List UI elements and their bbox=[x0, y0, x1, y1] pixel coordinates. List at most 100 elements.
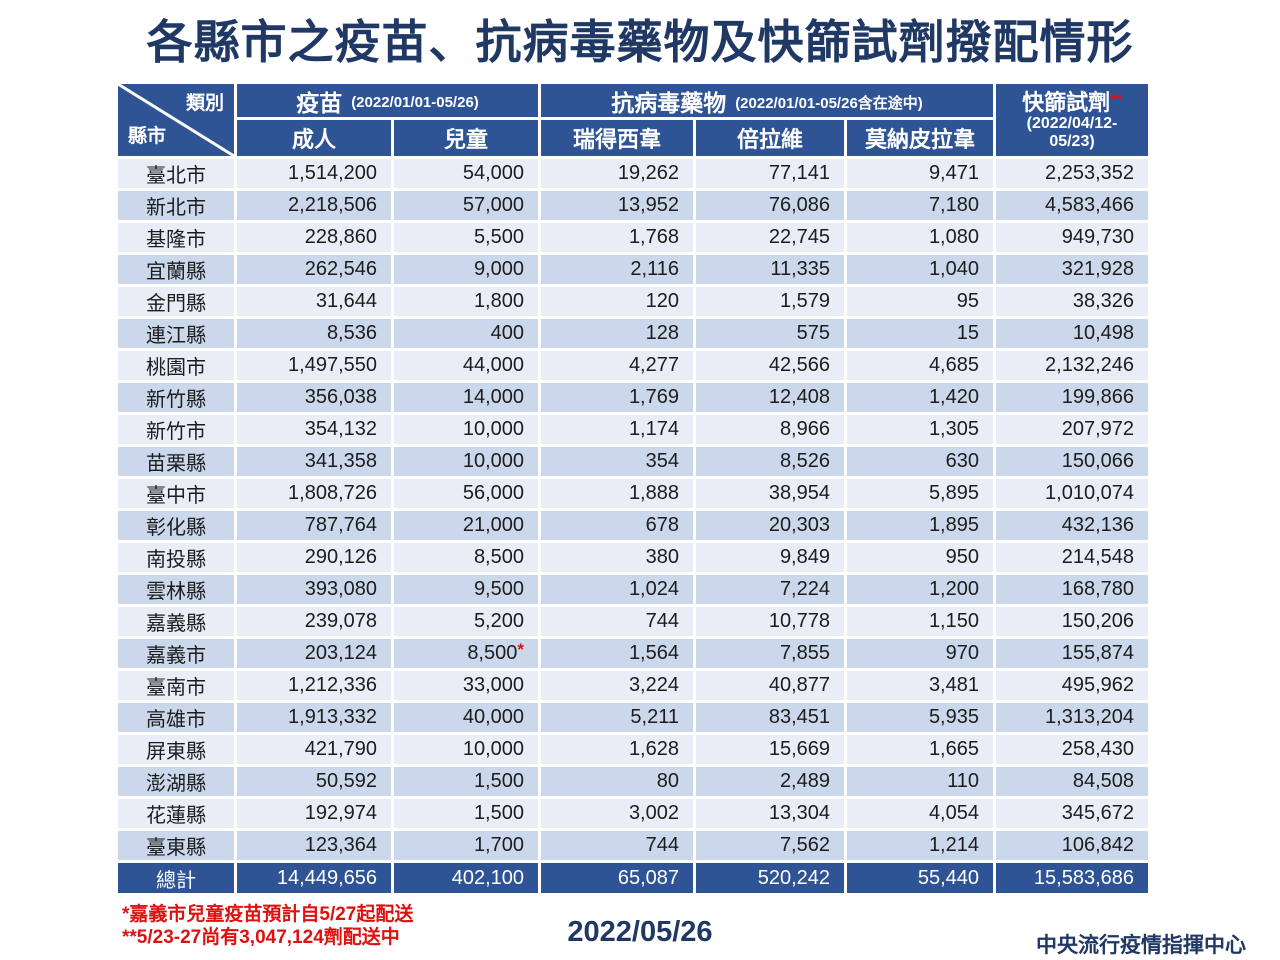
value-cell: 1,800 bbox=[394, 287, 538, 316]
value-text: 495,962 bbox=[1061, 674, 1134, 696]
value-cell: 106,842 bbox=[996, 831, 1148, 860]
value-cell: 192,974 bbox=[237, 799, 391, 828]
value-text: 5,211 bbox=[630, 706, 679, 728]
value-cell: 3,224 bbox=[541, 671, 693, 700]
value-text: 1,913,332 bbox=[288, 706, 377, 728]
value-text: 14,000 bbox=[462, 386, 524, 408]
value-text: 2,253,352 bbox=[1045, 162, 1134, 184]
value-cell: 2,116 bbox=[541, 255, 693, 284]
value-text: 262,546 bbox=[304, 258, 377, 280]
value-text: 22,745 bbox=[768, 226, 830, 248]
value-cell: 84,508 bbox=[996, 767, 1148, 796]
group-header-vaccine: 疫苗 (2022/01/01-05/26) bbox=[237, 84, 538, 117]
value-text: 1,579 bbox=[779, 290, 830, 312]
value-text: 15,669 bbox=[768, 738, 830, 760]
value-text: 744 bbox=[645, 610, 679, 632]
value-cell: 54,000 bbox=[394, 159, 538, 188]
value-text: 1,420 bbox=[928, 386, 979, 408]
value-cell: 228,860 bbox=[237, 223, 391, 252]
value-text: 10,000 bbox=[462, 450, 524, 472]
value-text: 31,644 bbox=[315, 290, 377, 312]
value-text: 8,536 bbox=[326, 322, 377, 344]
value-text: 10,000 bbox=[462, 738, 524, 760]
value-text: 1,514,200 bbox=[288, 162, 377, 184]
value-text: 56,000 bbox=[462, 482, 524, 504]
value-text: 15 bbox=[956, 322, 979, 344]
county-cell: 臺中市 bbox=[118, 479, 234, 508]
value-cell: 8,526 bbox=[696, 447, 844, 476]
value-text: 1,150 bbox=[928, 610, 979, 632]
value-cell: 1,913,332 bbox=[237, 703, 391, 732]
value-cell: 7,180 bbox=[847, 191, 993, 220]
value-cell: 1,313,204 bbox=[996, 703, 1148, 732]
county-cell: 雲林縣 bbox=[118, 575, 234, 604]
value-text: 1,500 bbox=[473, 770, 524, 792]
value-text: 1,500 bbox=[473, 802, 524, 824]
value-text: 4,583,466 bbox=[1045, 194, 1134, 216]
value-text: 20,303 bbox=[768, 514, 830, 536]
value-cell: 1,808,726 bbox=[237, 479, 391, 508]
value-text: 345,672 bbox=[1061, 802, 1134, 824]
value-text: 9,849 bbox=[779, 546, 830, 568]
value-cell: 11,335 bbox=[696, 255, 844, 284]
value-text: 1,313,204 bbox=[1045, 706, 1134, 728]
value-cell: 630 bbox=[847, 447, 993, 476]
value-text: 106,842 bbox=[1061, 834, 1134, 856]
value-cell: 2,132,246 bbox=[996, 351, 1148, 380]
total-value-cell: 520,242 bbox=[696, 863, 844, 893]
county-cell: 新竹縣 bbox=[118, 383, 234, 412]
value-cell: 83,451 bbox=[696, 703, 844, 732]
county-cell: 臺南市 bbox=[118, 671, 234, 700]
value-text: 33,000 bbox=[462, 674, 524, 696]
value-text: 3,224 bbox=[628, 674, 679, 696]
value-cell: 1,420 bbox=[847, 383, 993, 412]
group-header-antiviral-label: 抗病毒藥物 bbox=[611, 89, 727, 116]
value-cell: 380 bbox=[541, 543, 693, 572]
value-cell: 19,262 bbox=[541, 159, 693, 188]
value-text: 1,665 bbox=[928, 738, 979, 760]
value-cell: 1,564 bbox=[541, 639, 693, 668]
value-text: 76,086 bbox=[768, 194, 830, 216]
value-text: 83,451 bbox=[768, 706, 830, 728]
value-cell: 239,078 bbox=[237, 607, 391, 636]
corner-label-category: 類別 bbox=[185, 93, 224, 114]
footnotes: *嘉義市兒童疫苗預計自5/27起配送 **5/23-27尚有3,047,124劑… bbox=[122, 903, 413, 949]
value-text: 13,304 bbox=[768, 802, 830, 824]
value-cell: 949,730 bbox=[996, 223, 1148, 252]
header-rapid-test-period-line2: 05/23) bbox=[1049, 133, 1095, 151]
total-value-cell: 402,100 bbox=[394, 863, 538, 893]
value-cell: 1,895 bbox=[847, 511, 993, 540]
value-cell: 7,562 bbox=[696, 831, 844, 860]
subheader-remdesivir: 瑞得西韋 bbox=[541, 120, 693, 156]
value-text: 7,180 bbox=[928, 194, 979, 216]
value-cell: 400 bbox=[394, 319, 538, 348]
value-cell: 787,764 bbox=[237, 511, 391, 540]
header-rapid-test-period-line1: (2022/04/12- bbox=[1026, 115, 1118, 133]
value-text: 44,000 bbox=[462, 354, 524, 376]
value-text: 787,764 bbox=[304, 514, 377, 536]
corner-cell: 類別 縣市 bbox=[118, 84, 234, 156]
value-text: 970 bbox=[945, 642, 979, 664]
organization-name: 中央流行疫情指揮中心 bbox=[1036, 934, 1246, 957]
value-cell: 31,644 bbox=[237, 287, 391, 316]
subheader-molnupiravir: 莫納皮拉韋 bbox=[847, 120, 993, 156]
value-cell: 1,212,336 bbox=[237, 671, 391, 700]
county-cell: 嘉義縣 bbox=[118, 607, 234, 636]
value-text: 207,972 bbox=[1061, 418, 1134, 440]
value-text: 4,277 bbox=[628, 354, 679, 376]
value-text: 1,212,336 bbox=[288, 674, 377, 696]
value-text: 54,000 bbox=[462, 162, 524, 184]
value-text: 168,780 bbox=[1061, 578, 1134, 600]
value-cell: 1,200 bbox=[847, 575, 993, 604]
value-text: 203,124 bbox=[304, 642, 377, 664]
value-cell: 214,548 bbox=[996, 543, 1148, 572]
value-text: 1,564 bbox=[628, 642, 679, 664]
value-text: 1,700 bbox=[473, 834, 524, 856]
county-cell: 苗栗縣 bbox=[118, 447, 234, 476]
value-cell: 150,206 bbox=[996, 607, 1148, 636]
total-value-cell: 55,440 bbox=[847, 863, 993, 893]
value-text: 354 bbox=[645, 450, 679, 472]
value-text: 744 bbox=[645, 834, 679, 856]
value-text: 1,808,726 bbox=[288, 482, 377, 504]
value-text: 13,952 bbox=[617, 194, 679, 216]
